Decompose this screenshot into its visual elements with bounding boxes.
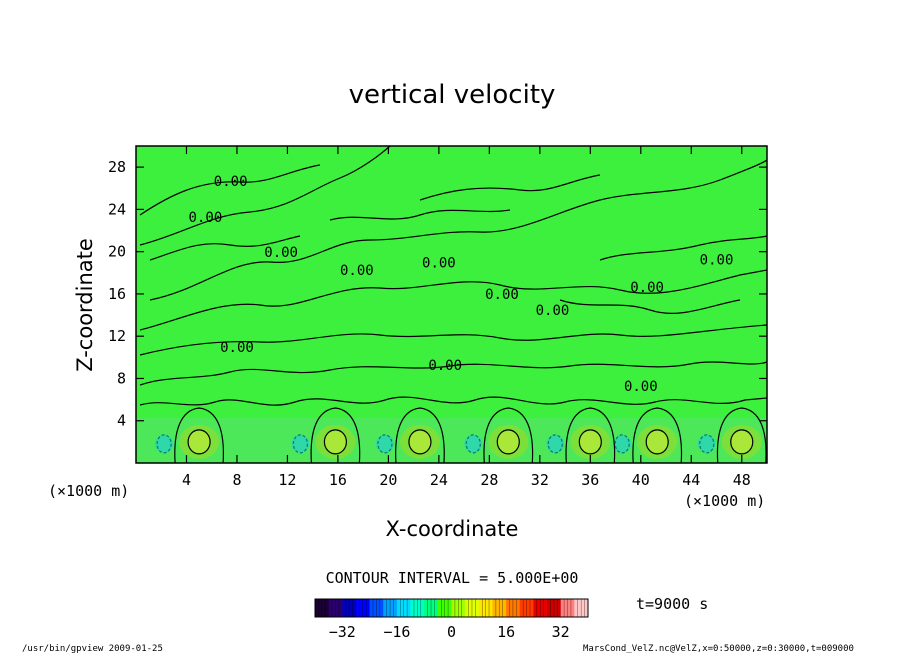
cell-outline [632, 407, 683, 464]
downdraft-contour [156, 434, 172, 454]
cell-contours [156, 407, 767, 464]
colorbar-frame [314, 598, 589, 618]
x-tick-label: 20 [379, 471, 397, 489]
downdraft-cell [697, 434, 716, 453]
contour-label: 0.00 [428, 358, 462, 374]
downdraft-contour [614, 434, 630, 454]
cell-outline [174, 407, 224, 464]
colorbar-swatch [424, 599, 439, 617]
x-unit-right: (×1000 m) [684, 492, 765, 510]
contour-label: 0.00 [485, 287, 519, 303]
x-axis: 4 8 12 16 20 24 28 32 36 40 44 48 [182, 146, 751, 489]
contour-label: 0.00 [630, 280, 664, 296]
contour-label: 0.00 [422, 256, 456, 272]
x-axis-label: X-coordinate [386, 517, 519, 541]
colorbar-swatch [492, 599, 507, 617]
y-axis: 4 8 12 16 20 24 28 [108, 158, 767, 430]
y-axis-label: Z-coordinate [73, 238, 97, 372]
x-tick-label: 24 [430, 471, 448, 489]
downdraft-contour [547, 434, 563, 454]
downdraft-contour [377, 434, 393, 454]
cell-contour [323, 429, 347, 455]
x-tick-label: 8 [232, 471, 241, 489]
x-tick-label: 28 [480, 471, 498, 489]
y-tick-label: 4 [117, 412, 126, 430]
colorbar [315, 599, 589, 617]
updraft-cells [155, 424, 762, 459]
contour-label: 0.00 [214, 174, 248, 190]
colorbar-tick-label: 32 [552, 623, 570, 641]
time-text: t=9000 s [636, 595, 708, 613]
updraft-core [730, 430, 753, 453]
cell-contour [187, 429, 211, 455]
x-tick-label: 36 [581, 471, 599, 489]
x-tick-label: 48 [733, 471, 751, 489]
cell-outline [395, 407, 445, 464]
contour-label: 0.00 [536, 303, 570, 319]
y-tick-label: 16 [108, 285, 126, 303]
updraft-core [579, 430, 602, 453]
contour-label: 0.00 [700, 252, 734, 268]
contour-label: 0.00 [624, 379, 658, 395]
colorbar-tick-label: −32 [329, 623, 356, 641]
updraft-core [646, 430, 669, 453]
downdraft-cell [375, 434, 394, 453]
footer-left: /usr/bin/gpview 2009-01-25 [22, 644, 163, 654]
downdraft-cell [546, 434, 565, 453]
contour-labels: 0.00 0.00 0.00 0.00 0.00 0.00 0.00 0.00 0.00 0.00… [189, 174, 734, 395]
x-tick-label: 16 [329, 471, 347, 489]
x-tick-label: 4 [182, 471, 191, 489]
colorbar-tick-label: −16 [383, 623, 410, 641]
downdraft-contour [292, 434, 308, 454]
updraft-core [324, 430, 347, 453]
x-tick-label: 12 [278, 471, 296, 489]
downdraft-cell [464, 434, 483, 453]
footer-right: MarsCond_VelZ.nc@VelZ,x=0:50000,z=0:3000… [583, 644, 854, 654]
contour-label: 0.00 [340, 263, 374, 279]
cell-contour [408, 429, 432, 455]
y-tick-label: 8 [117, 369, 126, 387]
cell-outline [310, 407, 361, 464]
y-tick-label: 12 [108, 327, 126, 345]
cell-outline [716, 407, 767, 464]
contour-label: 0.00 [189, 210, 223, 226]
x-tick-label: 40 [632, 471, 650, 489]
y-tick-label: 28 [108, 158, 126, 176]
downdraft-cell [613, 434, 632, 453]
x-unit-left: (×1000 m) [48, 482, 129, 500]
contour-label: 0.00 [220, 340, 254, 356]
colorbar-ticks: −32 −16 0 16 32 [329, 623, 570, 641]
cell-outline [565, 407, 616, 464]
updraft-core [497, 430, 520, 453]
cell-outline [483, 407, 534, 464]
colorbar-tick-label: 16 [497, 623, 515, 641]
cell-contour [730, 429, 754, 455]
contour-label: 0.00 [264, 245, 298, 261]
cell-contour [645, 429, 669, 455]
updraft-core [188, 430, 211, 453]
chart-title: vertical velocity [349, 80, 556, 110]
cell-contour [578, 429, 602, 455]
colorbar-swatch [355, 599, 371, 617]
contour-interval-text: CONTOUR INTERVAL = 5.000E+00 [326, 569, 579, 587]
plot-frame [135, 145, 768, 464]
colorbar-tick-label: 0 [447, 623, 456, 641]
x-tick-label: 44 [682, 471, 700, 489]
y-tick-label: 24 [108, 200, 126, 218]
downdraft-contour [699, 434, 715, 454]
downdraft-cell [155, 434, 174, 453]
downdraft-cell [291, 434, 310, 453]
cell-contour [496, 429, 520, 455]
x-tick-label: 32 [531, 471, 549, 489]
y-tick-label: 20 [108, 243, 126, 261]
contour-lines [139, 145, 768, 406]
colorbar-swatch [533, 599, 548, 617]
downdraft-contour [465, 434, 481, 454]
updraft-core [408, 430, 431, 453]
